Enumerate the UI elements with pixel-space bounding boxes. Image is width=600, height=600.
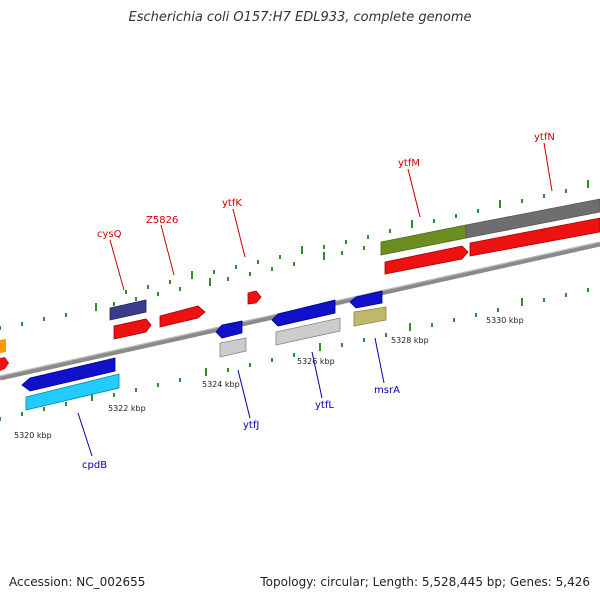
- gene-msrA-feature[interactable]: [349, 290, 383, 309]
- label-leaders: [77, 142, 553, 457]
- leader-ytfK: [232, 208, 246, 258]
- tick-label-5320: 5320 kbp: [14, 431, 52, 440]
- gene-ytfN-feature[interactable]: [465, 198, 600, 239]
- tick-labels: 5320 kbp 5322 kbp 5324 kbp 5326 kbp 5328…: [14, 316, 524, 440]
- leader-cpdB: [77, 412, 93, 457]
- gene-left-orange[interactable]: [0, 339, 6, 353]
- gene-grey-feature-b[interactable]: [275, 317, 341, 346]
- gene-red-forward-c[interactable]: [113, 318, 152, 340]
- gene-label-ytfM[interactable]: ytfM: [398, 158, 420, 169]
- gene-label-ytfK[interactable]: ytfK: [222, 198, 242, 209]
- gene-label-ytfJ[interactable]: ytfJ: [243, 420, 259, 431]
- reverse-features: [21, 290, 387, 411]
- tick-label-5322: 5322 kbp: [108, 404, 146, 413]
- tick-label-5324: 5324 kbp: [202, 380, 240, 389]
- leader-ytfJ: [237, 369, 251, 419]
- map-title: Escherichia coli O157:H7 EDL933, complet…: [128, 10, 472, 25]
- gene-cpdB-feature[interactable]: [21, 357, 116, 392]
- tick-label-5330: 5330 kbp: [486, 316, 524, 325]
- leader-ytfN: [543, 142, 553, 192]
- gene-labels-forward: cysQ Z5826 ytfK ytfM ytfN: [97, 132, 555, 240]
- gene-red-forward-b[interactable]: [469, 217, 600, 257]
- gene-label-msrA[interactable]: msrA: [374, 385, 400, 396]
- tick-ring-outer: [0, 246, 365, 330]
- gene-labels-reverse: cpdB ytfJ ytfL msrA: [82, 385, 400, 471]
- gene-label-ytfN[interactable]: ytfN: [534, 132, 555, 143]
- leader-ytfM: [407, 168, 421, 218]
- gene-cyan-feature[interactable]: [25, 373, 120, 411]
- forward-features: [0, 198, 600, 371]
- gene-grey-feature-a[interactable]: [219, 337, 247, 358]
- topology-text: Topology: circular; Length: 5,528,445 bp…: [260, 575, 590, 589]
- gene-label-cpdB[interactable]: cpdB: [82, 460, 107, 471]
- gene-ytfK-feature[interactable]: [247, 290, 262, 305]
- gene-ytfJ-feature[interactable]: [215, 320, 243, 339]
- tick-ring-top: [125, 180, 589, 294]
- gene-label-Z5826[interactable]: Z5826: [146, 215, 178, 226]
- tick-label-5326: 5326 kbp: [297, 357, 335, 366]
- gene-left-red[interactable]: [0, 357, 9, 371]
- tick-label-5328: 5328 kbp: [391, 336, 429, 345]
- leader-msrA: [374, 337, 385, 384]
- leader-ytfL: [311, 351, 323, 399]
- gene-cysQ-feature[interactable]: [109, 299, 147, 321]
- gene-red-forward-a[interactable]: [384, 245, 469, 275]
- gene-olive-feature[interactable]: [353, 306, 387, 327]
- accession-text: Accession: NC_002655: [9, 575, 146, 589]
- gene-label-cysQ[interactable]: cysQ: [97, 229, 122, 240]
- gene-Z5826-feature[interactable]: [159, 305, 206, 328]
- tick-ring-lower: [0, 288, 589, 421]
- gene-ytfL-feature[interactable]: [271, 299, 336, 327]
- leader-Z5826: [160, 224, 175, 276]
- gene-label-ytfL[interactable]: ytfL: [315, 400, 334, 411]
- leader-cysQ: [109, 239, 125, 291]
